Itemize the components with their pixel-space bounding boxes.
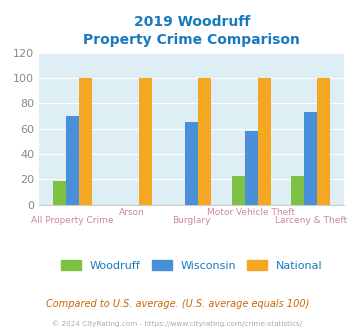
Bar	[245, 131, 258, 205]
Text: Compared to U.S. average. (U.S. average equals 100): Compared to U.S. average. (U.S. average …	[46, 299, 309, 309]
Text: Burglary: Burglary	[173, 216, 211, 225]
Bar	[304, 112, 317, 205]
Bar	[139, 78, 152, 205]
Title: 2019 Woodruff
Property Crime Comparison: 2019 Woodruff Property Crime Comparison	[83, 15, 300, 48]
Text: © 2024 CityRating.com - https://www.cityrating.com/crime-statistics/: © 2024 CityRating.com - https://www.city…	[53, 320, 302, 327]
Legend: Woodruff, Wisconsin, National: Woodruff, Wisconsin, National	[56, 256, 327, 275]
Bar	[66, 116, 79, 205]
Text: Arson: Arson	[119, 209, 145, 217]
Bar	[198, 78, 211, 205]
Bar	[53, 181, 66, 205]
Bar	[317, 78, 331, 205]
Bar	[258, 78, 271, 205]
Text: All Property Crime: All Property Crime	[31, 216, 114, 225]
Text: Motor Vehicle Theft: Motor Vehicle Theft	[207, 209, 295, 217]
Bar	[231, 176, 245, 205]
Bar	[291, 176, 304, 205]
Text: Larceny & Theft: Larceny & Theft	[275, 216, 347, 225]
Bar	[185, 122, 198, 205]
Bar	[79, 78, 92, 205]
